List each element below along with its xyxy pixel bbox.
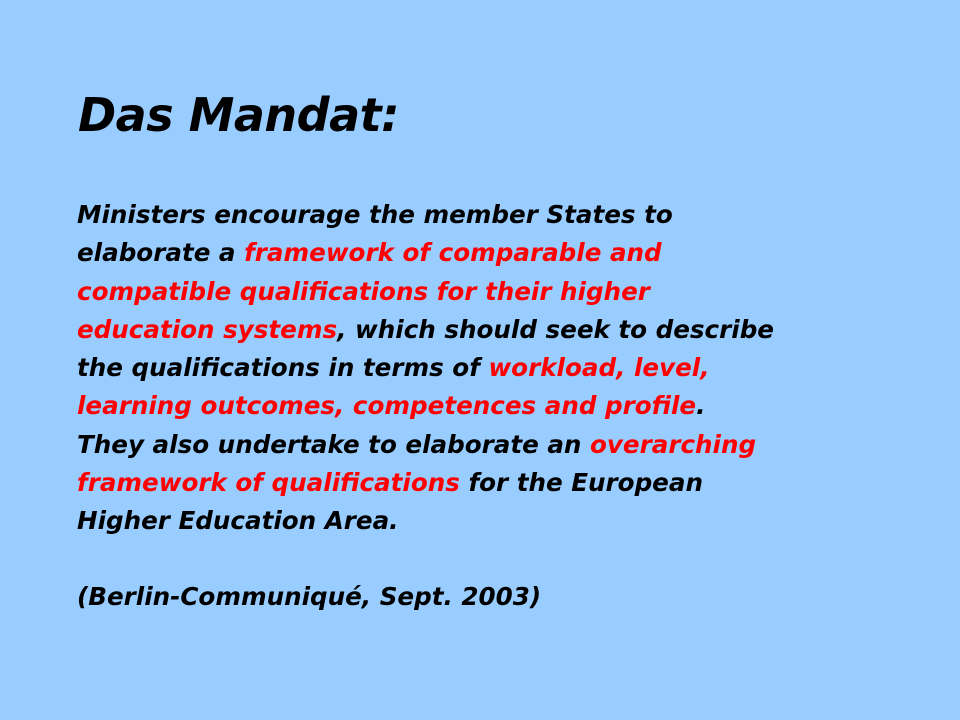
highlighted-text-segment: learning outcomes, competences and profi…: [77, 391, 697, 421]
body-line: They also undertake to elaborate an over…: [77, 426, 917, 464]
body-line: Higher Education Area.: [77, 502, 917, 540]
body-line: education systems, which should seek to …: [77, 311, 917, 349]
text-segment: .: [696, 391, 706, 421]
slide-title: Das Mandat:: [78, 88, 400, 142]
highlighted-text-segment: workload, level,: [488, 353, 710, 383]
slide-body-text: Ministers encourage the member States to…: [77, 196, 917, 541]
text-segment: Ministers encourage the member States to: [77, 200, 673, 229]
highlighted-text-segment: education systems: [77, 314, 338, 344]
text-segment: Higher Education Area.: [77, 506, 399, 536]
text-segment: They also undertake to elaborate an: [77, 429, 590, 459]
citation: (Berlin-Communiqué, Sept. 2003): [77, 582, 542, 611]
body-line: the qualifications in terms of workload,…: [77, 349, 917, 387]
body-line: Ministers encourage the member States to: [77, 196, 917, 234]
highlighted-text-segment: framework of qualifications: [77, 468, 460, 498]
body-line: compatible qualifications for their high…: [77, 273, 917, 311]
highlighted-text-segment: overarching: [590, 429, 757, 459]
text-segment: the qualifications in terms of: [77, 353, 489, 383]
body-line: learning outcomes, competences and profi…: [77, 387, 917, 425]
text-segment: elaborate a: [77, 238, 245, 268]
text-segment: for the European: [459, 468, 703, 498]
highlighted-text-segment: compatible qualifications for their high…: [77, 276, 650, 306]
body-line: elaborate a framework of comparable and: [77, 234, 917, 272]
text-segment: , which should seek to describe: [337, 314, 774, 344]
highlighted-text-segment: framework of comparable and: [244, 238, 662, 268]
body-line: framework of qualifications for the Euro…: [77, 464, 917, 502]
